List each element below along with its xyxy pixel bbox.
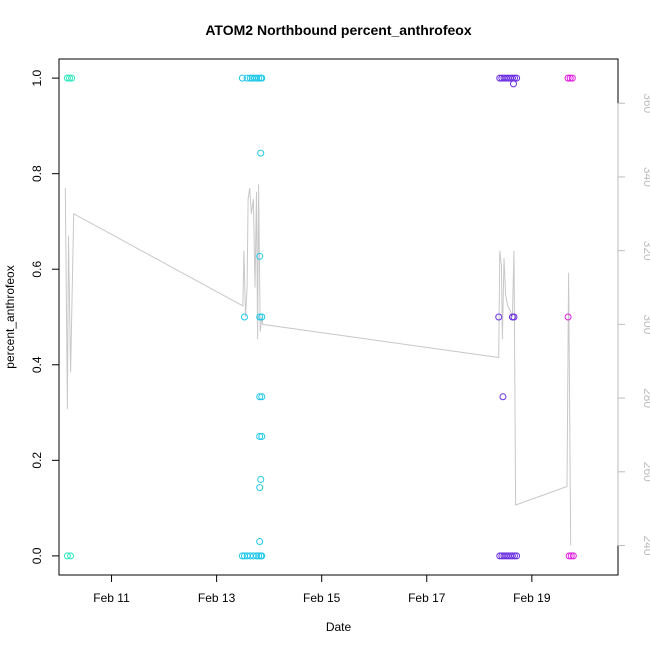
y-tick-label: 0.6 [30, 261, 44, 278]
data-point [256, 393, 264, 401]
data-point [243, 74, 251, 82]
data-point [495, 313, 503, 321]
data-points-layer [63, 74, 577, 560]
data-point [66, 74, 74, 82]
secondary-y-tick-label: 340 [641, 167, 650, 187]
data-point [499, 393, 507, 401]
data-point [63, 74, 71, 82]
data-point [569, 552, 577, 560]
secondary-line-layer [64, 184, 572, 546]
data-point [68, 74, 76, 82]
data-point [566, 74, 574, 82]
x-tick-label: Feb 17 [408, 591, 446, 605]
x-tick-label: Feb 13 [198, 591, 236, 605]
data-point [567, 552, 575, 560]
data-point [256, 313, 264, 321]
x-tick-label: Feb 15 [303, 591, 341, 605]
data-point [508, 552, 516, 560]
data-point [255, 552, 263, 560]
data-point [258, 313, 266, 321]
y-tick-label: 0.8 [30, 165, 44, 182]
x-axis-label: Date [326, 620, 352, 634]
y-tick-label: 0.0 [30, 547, 44, 564]
data-point [509, 80, 517, 88]
data-point [257, 475, 265, 483]
data-point [513, 74, 521, 82]
secondary-y-tick-label: 320 [641, 241, 650, 261]
data-point [256, 484, 264, 492]
secondary-y-axis: 240 260 280 300 320 340 360 [617, 93, 650, 556]
data-point [564, 74, 572, 82]
data-point [253, 552, 261, 560]
x-tick-label: Feb 19 [513, 591, 551, 605]
data-point [238, 74, 246, 82]
y-tick-label: 0.2 [30, 452, 44, 469]
data-point [258, 432, 266, 440]
secondary-y-tick-label: 360 [641, 93, 650, 113]
plot-area-frame [58, 58, 619, 576]
data-point [256, 432, 264, 440]
secondary-y-tick-label: 300 [641, 314, 650, 334]
y-tick-label: 0.4 [30, 356, 44, 373]
data-point [565, 552, 573, 560]
data-point [258, 393, 266, 401]
y-tick-label: 1.0 [30, 69, 44, 86]
data-point [258, 552, 266, 560]
y-axis-label: percent_anthrofeox [3, 265, 17, 368]
data-point [511, 552, 519, 560]
data-point [564, 313, 572, 321]
data-point [63, 552, 71, 560]
data-point [258, 74, 266, 82]
data-point [513, 552, 521, 560]
x-tick-label: Feb 11 [93, 591, 130, 605]
secondary-y-tick-label: 280 [641, 388, 650, 408]
data-point [510, 313, 518, 321]
data-point [249, 552, 257, 560]
data-point [256, 538, 264, 546]
secondary-y-tick-label: 260 [641, 462, 650, 482]
secondary-line [64, 184, 572, 546]
secondary-y-tick-label: 240 [641, 535, 650, 555]
data-point [257, 149, 265, 157]
x-axis: Feb 11 Feb 13 Feb 15 Feb 17 Feb 19 [93, 574, 551, 605]
data-point [253, 74, 261, 82]
data-point [568, 74, 576, 82]
chart-title: ATOM2 Northbound percent_anthrofeox [205, 22, 471, 38]
data-point [238, 552, 246, 560]
data-point [255, 74, 263, 82]
data-point [256, 252, 264, 260]
data-point [240, 313, 248, 321]
y-axis: 0.0 0.2 0.4 0.6 0.8 1.0 [30, 69, 60, 564]
data-point [67, 552, 75, 560]
